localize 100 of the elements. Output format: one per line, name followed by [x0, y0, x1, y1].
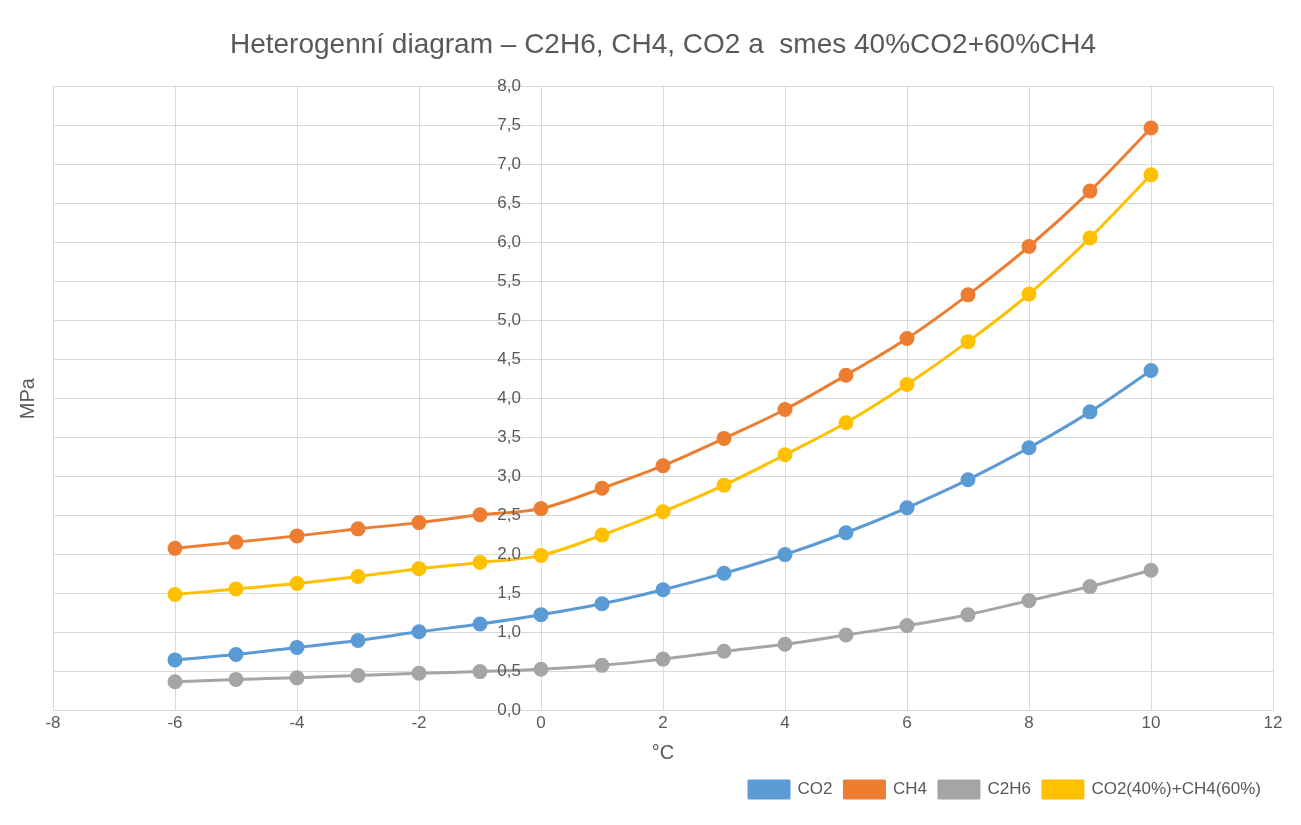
point [899, 618, 915, 634]
legend-label: CO2(40%)+CH4(60%) [1091, 779, 1262, 799]
point [838, 367, 854, 383]
point [960, 287, 976, 303]
point [655, 651, 671, 667]
point [289, 639, 305, 655]
point [1082, 579, 1098, 595]
point [716, 643, 732, 659]
point [533, 547, 549, 563]
chart-title: Heterogenní diagram – C2H6, CH4, CO2 a smes 40%CO2+60%CH4 [229, 27, 1097, 59]
y-tick-label: 7,0 [497, 154, 521, 174]
point [899, 331, 915, 347]
point [838, 415, 854, 431]
point [594, 657, 610, 673]
point [411, 624, 427, 640]
point [1082, 183, 1098, 199]
point [960, 607, 976, 623]
point [289, 575, 305, 591]
y-tick-label: 8,0 [497, 76, 521, 96]
x-tick-label: -2 [411, 713, 427, 733]
y-tick-label: 5,5 [497, 271, 521, 291]
y-tick-label: 5,0 [497, 310, 521, 330]
point [350, 668, 366, 683]
point [777, 402, 793, 418]
x-tick-label: 6 [902, 713, 912, 733]
point [1143, 120, 1159, 136]
point [777, 636, 793, 652]
y-tick-label: 3,0 [497, 466, 521, 486]
point [472, 616, 488, 632]
point [716, 430, 732, 446]
point [228, 581, 244, 597]
x-tick-label: -4 [289, 713, 305, 733]
point [350, 521, 366, 537]
point [167, 652, 183, 668]
point [594, 596, 610, 612]
point [533, 607, 549, 623]
point [533, 661, 549, 677]
legend-label: C2H6 [987, 779, 1031, 799]
point [1082, 230, 1098, 246]
legend-label: CH4 [892, 779, 927, 799]
point [655, 458, 671, 474]
point [1021, 593, 1037, 609]
point [289, 528, 305, 544]
x-tick-label: 10 [1141, 713, 1161, 733]
x-tick-label: -6 [167, 713, 183, 733]
point [1082, 404, 1098, 420]
point [1143, 363, 1159, 379]
point [960, 334, 976, 350]
y-tick-label: 3,5 [497, 427, 521, 447]
point [1143, 167, 1159, 183]
point [472, 554, 488, 570]
x-tick-label: 0 [536, 713, 546, 733]
point [167, 540, 183, 556]
x-tick-label: 12 [1263, 713, 1283, 733]
x-tick-label: -8 [45, 713, 61, 733]
point [655, 504, 671, 520]
point [350, 568, 366, 584]
point [960, 472, 976, 488]
point [838, 627, 854, 643]
point [1021, 440, 1037, 456]
point [838, 525, 854, 541]
y-tick-label: 1,5 [497, 583, 521, 603]
y-tick-label: 6,0 [497, 232, 521, 252]
y-tick-label: 6,5 [497, 193, 521, 213]
point [594, 527, 610, 543]
y-tick-label: 1,0 [497, 622, 521, 642]
point [716, 565, 732, 581]
x-axis-title: °C [651, 740, 675, 763]
point [899, 500, 915, 516]
y-tick-label: 0,0 [497, 700, 521, 720]
point [777, 547, 793, 563]
point [594, 480, 610, 496]
point [411, 665, 427, 681]
point [899, 377, 915, 393]
x-tick-label: 4 [780, 713, 790, 733]
y-tick-label: 0,5 [497, 661, 521, 681]
point [1143, 562, 1159, 578]
x-tick-label: 8 [1024, 713, 1034, 733]
point [411, 515, 427, 531]
point [777, 447, 793, 463]
point [472, 664, 488, 680]
y-tick-label: 4,5 [497, 349, 521, 369]
point [1021, 286, 1037, 302]
point [228, 534, 244, 550]
point [228, 671, 244, 687]
point [228, 646, 244, 662]
y-tick-label: 7,5 [497, 115, 521, 135]
point [472, 507, 488, 523]
point [533, 501, 549, 517]
y-tick-label: 4,0 [497, 388, 521, 408]
point [350, 632, 366, 648]
point [289, 670, 305, 686]
legend-label: CO2 [797, 779, 833, 799]
point [167, 674, 183, 690]
point [655, 582, 671, 598]
point [411, 561, 427, 577]
x-tick-label: 2 [658, 713, 668, 733]
point [1021, 239, 1037, 254]
y-axis-title: MPa [15, 377, 38, 420]
point [167, 586, 183, 602]
